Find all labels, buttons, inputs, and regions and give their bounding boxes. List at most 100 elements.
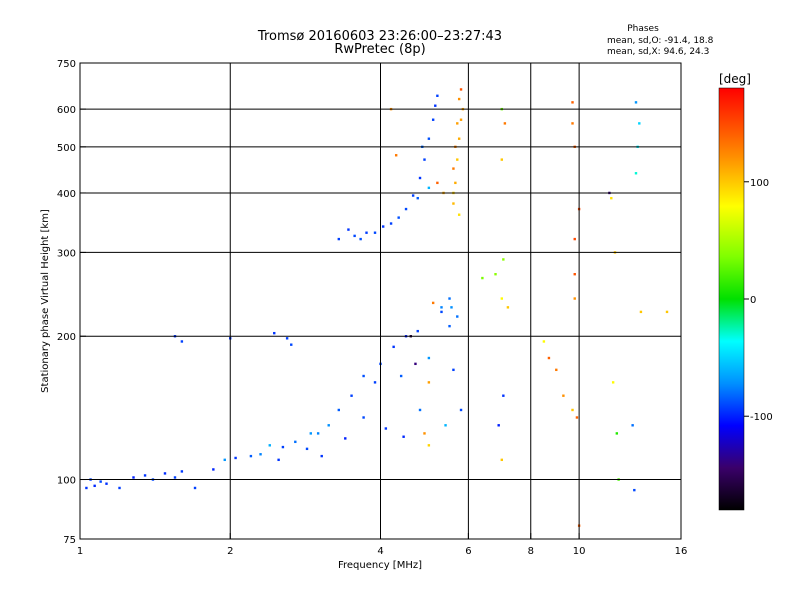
y-tick-label: 75 — [63, 535, 76, 546]
data-point — [180, 340, 184, 343]
data-point — [399, 374, 403, 378]
data-point — [502, 394, 505, 397]
data-point — [193, 486, 197, 490]
colorbar-gradient — [718, 87, 745, 511]
x-tick-label: 10 — [573, 546, 586, 557]
phase-stats-heading: Phases — [627, 24, 659, 34]
data-point — [454, 181, 457, 185]
colorbar-label: [deg] — [719, 72, 751, 86]
data-point — [459, 88, 463, 91]
data-point — [665, 310, 669, 314]
data-point — [547, 356, 551, 360]
colorbar-ticks: 100 0 -100 — [744, 178, 773, 423]
x-tick-label: 16 — [675, 546, 688, 557]
data-point — [502, 258, 505, 261]
data-point — [373, 381, 377, 384]
data-point — [571, 408, 574, 412]
data-point — [305, 447, 309, 451]
data-point — [337, 408, 341, 412]
data-point — [402, 435, 405, 438]
data-point — [180, 470, 184, 473]
data-point — [344, 437, 347, 440]
data-point — [494, 273, 497, 276]
data-point — [173, 476, 177, 479]
data-point — [448, 324, 451, 328]
data-point — [381, 225, 385, 228]
data-point — [337, 237, 341, 241]
data-point — [423, 158, 426, 161]
data-point — [459, 408, 463, 412]
data-point — [448, 297, 451, 300]
data-point — [440, 310, 443, 314]
data-point — [416, 196, 419, 200]
data-point — [457, 97, 461, 101]
chart-header: Tromsø 20160603 23:26:00–23:27:43 RwPret… — [257, 29, 502, 57]
data-point — [427, 137, 431, 140]
data-point — [320, 454, 323, 458]
data-point — [500, 297, 504, 300]
data-point — [427, 186, 431, 190]
data-point — [316, 432, 320, 435]
colorbar: [deg] 100 0 -100 — [718, 72, 773, 511]
y-tick-label: 300 — [57, 248, 76, 259]
data-point — [575, 416, 579, 419]
data-point — [414, 362, 417, 366]
data-point — [633, 488, 636, 492]
phase-stats: Phases mean, sd,O: -91.4, 18.8 mean, sd,… — [607, 24, 714, 57]
data-point — [571, 122, 574, 125]
data-point — [212, 468, 215, 471]
y-tick-label: 750 — [57, 59, 76, 70]
data-point — [105, 482, 108, 485]
data-point — [431, 301, 435, 305]
y-tick-label: 200 — [57, 332, 76, 343]
data-point — [436, 181, 439, 185]
data-point — [281, 445, 285, 449]
data-point — [259, 453, 262, 456]
data-point — [362, 416, 365, 419]
data-point — [350, 394, 353, 397]
chart-subtitle: RwPretec (8p) — [334, 42, 425, 57]
y-tick-label: 600 — [57, 105, 76, 116]
data-point — [427, 444, 431, 447]
data-point — [573, 273, 576, 276]
x-tick-label: 6 — [465, 546, 471, 557]
data-point — [353, 234, 356, 238]
x-tick-label: 4 — [377, 546, 383, 557]
data-point — [506, 306, 510, 309]
data-point — [440, 306, 443, 309]
data-point — [452, 202, 455, 205]
data-point — [416, 329, 419, 333]
data-point — [456, 315, 459, 318]
data-point — [362, 374, 365, 378]
data-point — [571, 101, 574, 104]
data-point — [290, 343, 293, 346]
y-axis-ticks: 75 100 200 300 400 500 600 750 — [57, 59, 86, 546]
data-point — [143, 474, 147, 477]
data-point — [431, 118, 435, 121]
data-point — [397, 216, 400, 219]
data-point — [573, 297, 576, 300]
data-point — [99, 480, 102, 483]
data-point — [497, 424, 500, 427]
gridlines — [80, 63, 681, 539]
data-point — [404, 207, 408, 211]
data-point — [392, 345, 395, 349]
data-point — [268, 444, 271, 447]
data-point — [456, 122, 459, 125]
data-point — [634, 172, 638, 175]
y-tick-label: 400 — [57, 189, 76, 200]
data-point — [85, 486, 88, 490]
data-point — [459, 118, 463, 121]
data-point — [573, 237, 576, 241]
data-point — [309, 432, 312, 435]
colorbar-tick-label: -100 — [750, 412, 773, 423]
data-point — [347, 228, 350, 231]
data-point — [93, 484, 96, 488]
data-point — [562, 394, 565, 397]
phase-stats-x-mode: mean, sd,X: 94.6, 24.3 — [607, 47, 709, 57]
data-point — [481, 276, 484, 280]
data-point — [273, 331, 276, 335]
data-point — [327, 424, 330, 427]
x-axis-ticks: 1 2 4 6 8 10 16 — [77, 533, 688, 557]
data-point — [434, 104, 437, 107]
